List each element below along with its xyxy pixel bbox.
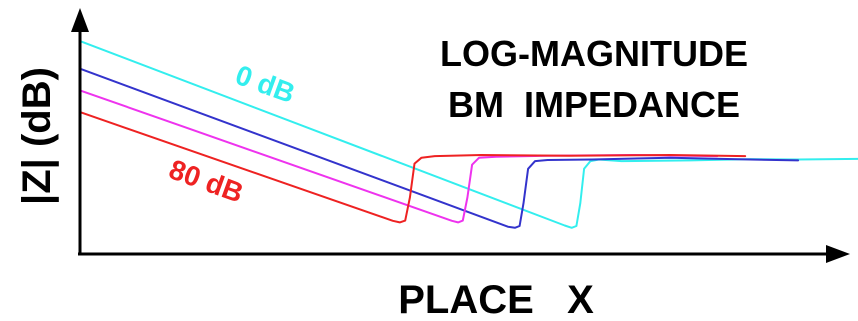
series-line-3 — [79, 111, 747, 224]
series-line-1 — [79, 67, 800, 229]
x-axis-label: PLACE X — [398, 278, 594, 321]
chart-title-line-2: BM IMPEDANCE — [448, 84, 740, 125]
y-axis-arrow-icon — [71, 8, 89, 32]
series-label-80db: 80 dB — [165, 153, 247, 208]
x-axis-arrow-icon — [826, 245, 850, 263]
y-axis-label: |Z| (dB) — [15, 67, 59, 205]
chart-title-line-1: LOG-MAGNITUDE — [440, 33, 748, 74]
series-layer — [79, 40, 858, 229]
